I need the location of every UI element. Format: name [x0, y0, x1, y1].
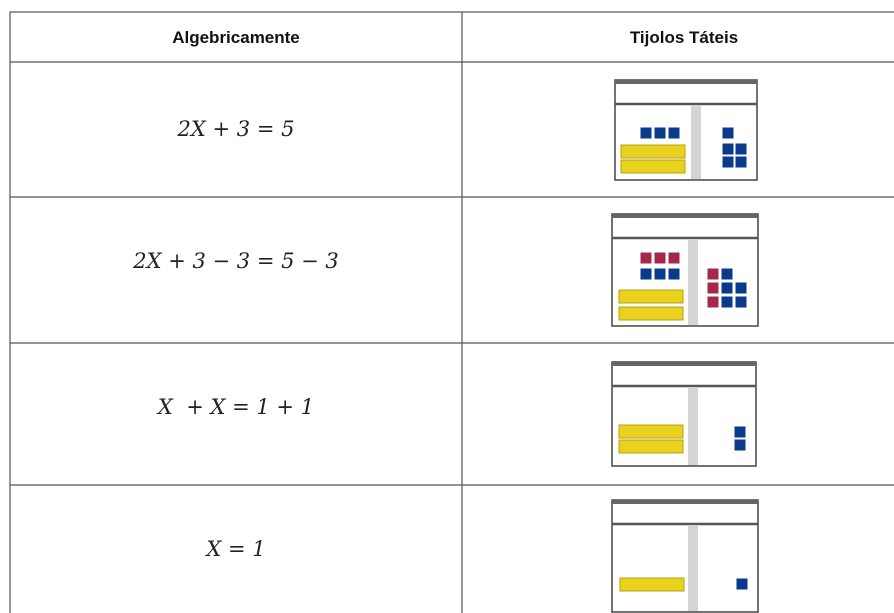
tile-unit: [734, 155, 748, 169]
tile-x: [618, 424, 684, 439]
tile-unit: [653, 267, 667, 281]
tile-unit: [721, 126, 735, 140]
tile-unit: [653, 126, 667, 140]
header-cell: Tijolos Táteis: [630, 28, 738, 47]
board-top: [612, 214, 758, 218]
tile-x: [620, 159, 686, 174]
tile-x: [618, 439, 684, 454]
tile-unit: [639, 251, 653, 265]
tile-x: [618, 289, 684, 304]
tile-x: [620, 144, 686, 159]
tile-unit: [653, 251, 667, 265]
tile-unit: [733, 438, 747, 452]
tile-unit: [721, 155, 735, 169]
equation: 2X + 3 = 5: [177, 117, 295, 141]
equation: X = 1: [204, 537, 265, 561]
board-top: [612, 362, 756, 366]
tile-unit: [734, 295, 748, 309]
tile-unit: [706, 267, 720, 281]
tile-unit: [721, 142, 735, 156]
board-divider: [688, 240, 698, 325]
tile-unit: [735, 577, 749, 591]
tile-unit: [706, 281, 720, 295]
tile-unit: [639, 267, 653, 281]
board-divider: [688, 526, 698, 611]
table-border: [9, 11, 894, 613]
equation: 2X + 3 − 3 = 5 − 3: [132, 249, 339, 273]
tile-unit: [720, 281, 734, 295]
tile-x: [619, 577, 685, 592]
board-top: [615, 80, 757, 84]
tile-unit: [733, 425, 747, 439]
tile-unit: [720, 295, 734, 309]
tile-unit: [667, 251, 681, 265]
header-cell: Algebricamente: [172, 28, 300, 47]
tile-unit: [667, 267, 681, 281]
tile-unit: [706, 295, 720, 309]
board-divider: [691, 106, 701, 179]
equation: X + X = 1 + 1: [156, 395, 314, 419]
tile-unit: [639, 126, 653, 140]
board-divider: [688, 388, 698, 465]
board: [611, 499, 759, 613]
tile-unit: [720, 267, 734, 281]
tile-unit: [734, 281, 748, 295]
tile-unit: [667, 126, 681, 140]
tile-x: [618, 306, 684, 321]
tile-unit: [734, 142, 748, 156]
board-top: [612, 500, 758, 504]
